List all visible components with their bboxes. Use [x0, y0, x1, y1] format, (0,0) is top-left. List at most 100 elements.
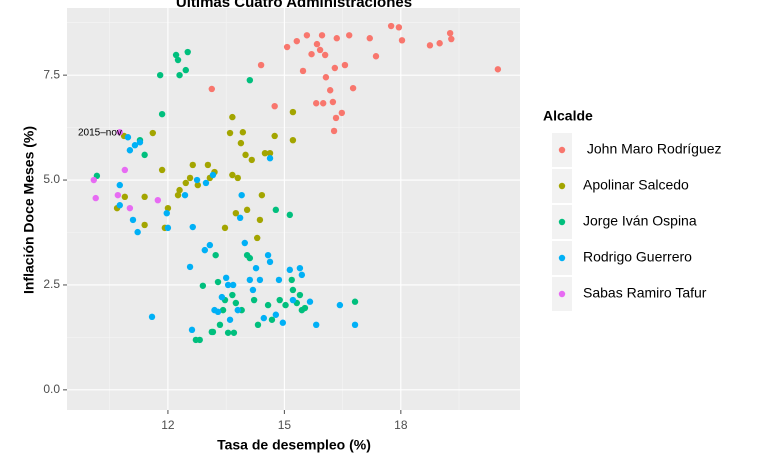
annotation: 2015–nov: [78, 128, 122, 139]
point: [264, 301, 272, 309]
point: [279, 319, 287, 326]
point: [261, 149, 269, 157]
point: [201, 246, 209, 254]
point: [134, 228, 141, 236]
point: [189, 223, 196, 231]
point: [181, 191, 189, 199]
point: [182, 179, 189, 187]
point: [332, 114, 340, 122]
point: [126, 147, 134, 154]
point: [336, 301, 344, 309]
point: [92, 194, 99, 202]
point: [204, 161, 212, 169]
point: [272, 206, 280, 214]
point: [218, 293, 226, 301]
y-axis-title: Inflación Doce Meses (%): [21, 126, 37, 294]
point: [316, 46, 324, 54]
point: [346, 32, 353, 39]
point: [214, 278, 222, 286]
point: [184, 48, 191, 56]
point: [272, 311, 280, 318]
point: [229, 291, 236, 299]
point: [338, 109, 346, 117]
point: [174, 56, 182, 64]
point: [321, 51, 329, 59]
point: [241, 239, 248, 247]
point: [372, 53, 380, 60]
point: [242, 151, 249, 159]
point: [313, 321, 320, 329]
point: [206, 241, 214, 249]
point: [296, 291, 304, 299]
point: [426, 42, 434, 49]
point: [224, 281, 232, 289]
point: [283, 43, 291, 51]
point: [243, 206, 251, 214]
point: [156, 71, 164, 79]
point: [212, 251, 219, 259]
point: [436, 40, 443, 47]
point: [246, 254, 254, 262]
point: [129, 216, 137, 224]
point: [256, 276, 264, 284]
point: [141, 221, 148, 229]
point: [90, 176, 97, 184]
point: [289, 296, 297, 304]
point: [299, 67, 307, 75]
panel: [67, 8, 520, 410]
point: [298, 271, 306, 279]
point: [229, 281, 237, 289]
point: [326, 87, 334, 94]
point: [214, 308, 222, 316]
point: [196, 336, 203, 344]
point: [164, 224, 172, 232]
point: [254, 321, 262, 329]
point: [222, 274, 230, 282]
point: [116, 129, 123, 136]
point: [252, 264, 260, 272]
point: [266, 149, 274, 157]
point: [322, 74, 330, 81]
point: [136, 139, 144, 146]
point: [289, 136, 297, 144]
point: [186, 174, 194, 182]
point: [276, 296, 283, 304]
point: [351, 321, 359, 329]
point: [256, 216, 264, 224]
point: [186, 263, 194, 271]
point: [232, 299, 240, 307]
x-tick-label: 12: [161, 418, 175, 432]
point: [313, 100, 320, 107]
y-tick-label: 5.0: [43, 172, 60, 186]
point: [260, 314, 268, 322]
point: [114, 191, 122, 199]
point: [308, 50, 315, 58]
point: [246, 76, 254, 84]
point: [248, 156, 255, 164]
point: [234, 306, 241, 314]
point: [224, 329, 232, 336]
point: [330, 127, 338, 135]
point: [193, 176, 201, 184]
legend-label: John Maro Rodríguez: [583, 141, 722, 157]
point: [249, 286, 257, 294]
point: [131, 142, 139, 149]
point: [164, 204, 172, 212]
point: [282, 301, 289, 309]
legend-label: Apolinar Salcedo: [583, 177, 689, 193]
x-axis-title: Tasa de desempleo (%): [217, 437, 371, 453]
points: [90, 22, 502, 344]
point: [209, 171, 217, 179]
chart-title: Últimas Cuatro Administraciones: [176, 0, 412, 11]
point: [250, 296, 258, 304]
point: [154, 196, 162, 204]
y-tick-label: 2.5: [43, 277, 60, 291]
point: [126, 204, 134, 212]
point: [116, 181, 123, 189]
point: [229, 113, 236, 121]
point: [121, 193, 129, 201]
point: [296, 264, 304, 272]
legend-marker: [558, 218, 566, 226]
point: [232, 209, 240, 217]
point: [226, 129, 234, 137]
